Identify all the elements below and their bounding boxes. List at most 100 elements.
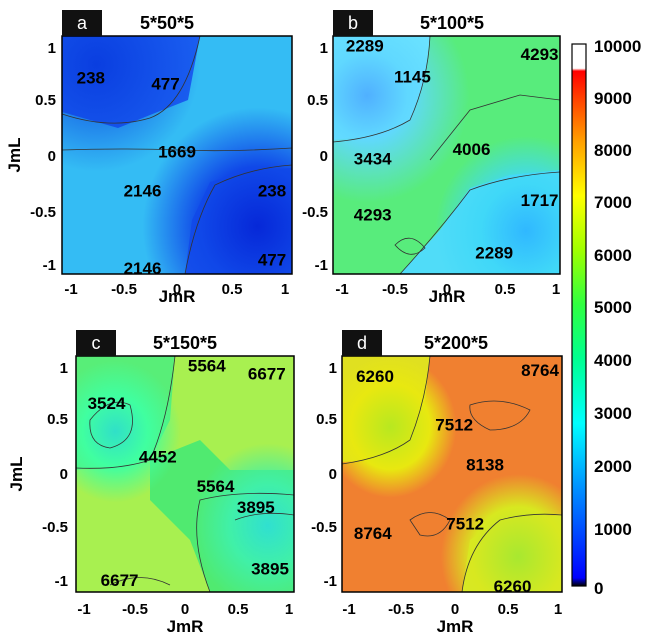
plot-frame-b [332, 35, 561, 275]
colorbar-tick-1000: 1000 [594, 520, 632, 539]
heatmap-a-shade-2 [62, 36, 292, 274]
colorbar-tick-7000: 7000 [594, 193, 632, 212]
contour-label: 7512 [446, 515, 484, 534]
contour-c-3 [196, 492, 295, 593]
x-tick-b-3: 0.5 [495, 281, 516, 298]
y-ticks-b: 1 0.5 0 -0.5 -1 [302, 40, 328, 274]
panel-label-d: d [357, 333, 367, 353]
y-ticks-c: 1 0.5 0 -0.5 -1 [42, 360, 68, 590]
x-tick-c-3: 0.5 [228, 601, 249, 618]
panel-title-b: 5*100*5 [420, 13, 484, 33]
colorbar-tick-6000: 6000 [594, 246, 632, 265]
x-tick-b-4: 1 [552, 281, 560, 298]
colorbar-gradient [571, 43, 587, 587]
contour-c-5 [109, 577, 171, 586]
contour-a-1 [61, 35, 201, 124]
colorbar-tick-4000: 4000 [594, 351, 632, 370]
plot-frame-d [341, 355, 563, 593]
contour-label: 8764 [521, 361, 559, 380]
y-tick-d-3: -0.5 [311, 519, 337, 536]
contour-label: 238 [258, 182, 286, 201]
panel-label-box-a [62, 10, 102, 36]
colorbar-tick-10000: 10000 [594, 37, 641, 56]
contour-b-3 [399, 171, 561, 275]
contour-labels-d: 6260 8764 7512 8138 8764 7512 6260 [354, 361, 560, 596]
y-axis-label-c: JmL [7, 457, 26, 492]
y-ticks-a: 1 0.5 0 -0.5 -1 [30, 40, 56, 274]
y-tick-b-1: 0.5 [307, 92, 328, 109]
heatmap-d-shade-2 [342, 356, 562, 592]
heatmap-c-shade-2 [76, 356, 294, 592]
contour-label: 8138 [466, 456, 504, 475]
x-ticks-c: -1 -0.5 0 0.5 1 [77, 601, 293, 618]
panel-a: a 5*50*5 JmL JmR -1 -0.5 0 0.5 1 1 0.5 0… [5, 10, 293, 306]
y-tick-c-4: -1 [55, 573, 68, 590]
contour-d-4 [409, 512, 451, 537]
panel-title-a: 5*50*5 [140, 13, 194, 33]
x-tick-d-4: 1 [554, 601, 562, 618]
y-tick-d-2: 0 [329, 466, 337, 483]
contour-label: 6260 [356, 367, 394, 386]
contour-label: 6260 [494, 577, 532, 596]
y-tick-b-0: 1 [320, 40, 328, 57]
contour-a-2 [61, 147, 293, 152]
contour-label: 477 [151, 75, 179, 94]
y-tick-c-0: 1 [60, 360, 68, 377]
y-tick-c-3: -0.5 [42, 519, 68, 536]
x-tick-c-0: -1 [77, 601, 90, 618]
contour-label: 1145 [394, 68, 431, 87]
contour-label: 477 [258, 251, 286, 270]
panel-title-d: 5*200*5 [424, 333, 488, 353]
contour-label: 4006 [453, 140, 491, 159]
x-axis-label-d: JmR [437, 617, 474, 636]
colorbar: 10000 9000 8000 7000 6000 5000 4000 3000… [571, 37, 641, 598]
contour-c-4 [234, 512, 295, 521]
y-tick-b-4: -1 [315, 257, 328, 274]
x-tick-a-3: 0.5 [222, 281, 243, 298]
y-tick-a-4: -1 [43, 257, 56, 274]
contour-label: 4293 [521, 45, 559, 64]
heatmap-b-shade-2 [333, 36, 560, 274]
contour-label: 8764 [354, 524, 392, 543]
contour-label: 3524 [88, 394, 126, 413]
panel-c: c 5*150*5 JmL JmR -1 -0.5 0 0.5 1 1 0.5 … [7, 330, 295, 636]
x-tick-c-4: 1 [285, 601, 293, 618]
x-tick-b-0: -1 [335, 281, 348, 298]
contour-label: 2289 [346, 37, 384, 56]
x-axis-label-c: JmR [167, 617, 204, 636]
contour-label: 4293 [354, 206, 392, 225]
contour-label: 2146 [124, 182, 162, 201]
contour-label: 3895 [237, 498, 275, 517]
contour-label: 1669 [158, 142, 196, 161]
x-tick-a-0: -1 [64, 281, 77, 298]
contour-label: 6677 [248, 365, 286, 384]
panel-b: b 5*100*5 JmR -1 -0.5 0 0.5 1 1 0.5 0 -0… [302, 10, 561, 306]
contour-labels-a: 238 477 1669 2146 238 2146 477 [77, 69, 287, 278]
contour-d-3 [461, 513, 563, 593]
x-ticks-d: -1 -0.5 0 0.5 1 [342, 601, 562, 618]
contour-c-1 [75, 355, 176, 469]
x-tick-b-1: -0.5 [382, 281, 408, 298]
x-tick-d-1: -0.5 [388, 601, 414, 618]
contour-label: 7512 [435, 415, 473, 434]
contour-label: 2289 [475, 244, 513, 263]
y-tick-d-4: -1 [324, 573, 337, 590]
contour-label: 5564 [197, 477, 235, 496]
contour-label: 1717 [521, 191, 559, 210]
panel-d: d 5*200*5 JmR -1 -0.5 0 0.5 1 1 0.5 0 -0… [311, 330, 563, 636]
contour-b-2 [429, 94, 561, 161]
y-tick-a-2: 0 [48, 148, 56, 165]
colorbar-ticks: 10000 9000 8000 7000 6000 5000 4000 3000… [594, 37, 641, 598]
x-axis-label-b: JmR [429, 287, 466, 306]
contour-label: 4452 [139, 447, 177, 466]
panel-label-c: c [92, 333, 101, 353]
colorbar-tick-0: 0 [594, 579, 603, 598]
panel-title-c: 5*150*5 [153, 333, 217, 353]
contour-label: 5564 [188, 356, 226, 375]
panel-label-box-b [333, 10, 373, 36]
contour-label: 238 [77, 69, 105, 88]
x-tick-b-2: 0 [443, 281, 451, 298]
colorbar-tick-5000: 5000 [594, 298, 632, 317]
